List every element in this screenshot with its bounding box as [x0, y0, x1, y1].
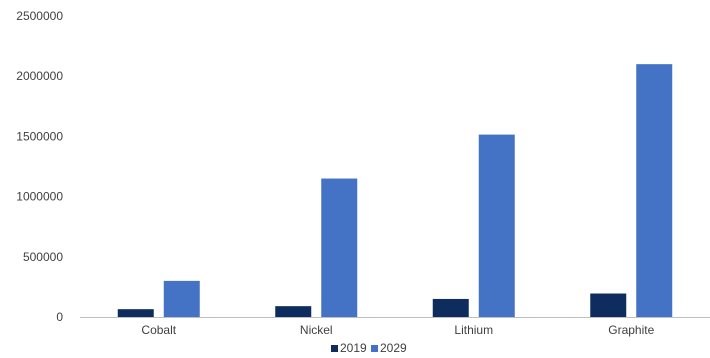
x-tick-label: Nickel — [300, 323, 333, 337]
x-tick-label: Cobalt — [141, 323, 176, 337]
y-tick-label: 500000 — [23, 250, 63, 264]
bar-graphite-2019 — [590, 293, 627, 317]
y-axis: 0 500000 1000000 1500000 2000000 2500000 — [16, 9, 63, 324]
x-tick-label: Graphite — [608, 323, 654, 337]
bars-group — [117, 64, 673, 317]
y-tick-label: 2500000 — [16, 9, 63, 23]
y-tick-label: 2000000 — [16, 69, 63, 83]
y-tick-label: 0 — [56, 310, 63, 324]
bar-nickel-2029 — [321, 178, 358, 317]
bar-lithium-2029 — [478, 134, 515, 317]
legend-swatch-2019 — [331, 345, 338, 352]
legend-label: 2029 — [380, 341, 407, 355]
bar-cobalt-2019 — [117, 309, 154, 317]
bar-graphite-2029 — [636, 64, 673, 317]
bar-cobalt-2029 — [163, 280, 200, 317]
bar-nickel-2019 — [275, 306, 312, 317]
x-tick-label: Lithium — [454, 323, 493, 337]
legend: 2019 2029 — [331, 341, 407, 355]
bar-lithium-2019 — [432, 298, 469, 317]
y-tick-label: 1500000 — [16, 129, 63, 143]
legend-swatch-2029 — [371, 345, 378, 352]
legend-label: 2019 — [340, 341, 367, 355]
x-axis: Cobalt Nickel Lithium Graphite — [141, 323, 654, 337]
y-tick-label: 1000000 — [16, 190, 63, 204]
